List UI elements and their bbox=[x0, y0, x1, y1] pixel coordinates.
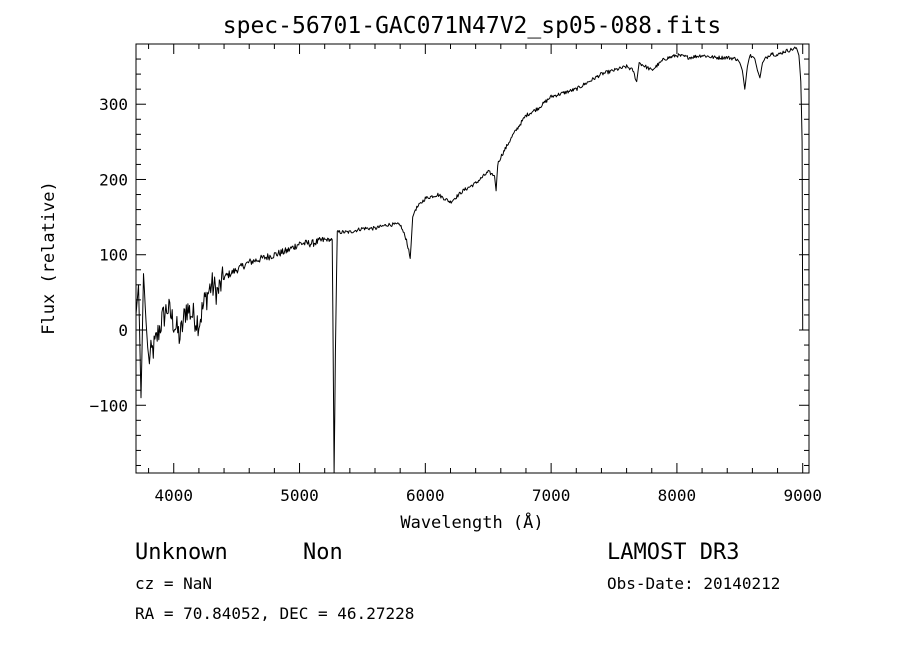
y-tick-labels: −100 0 100 200 300 bbox=[89, 95, 128, 415]
object-subclass: Non bbox=[303, 540, 343, 565]
x-tick-label: 8000 bbox=[658, 486, 697, 505]
obs-date-text: Obs-Date: 20140212 bbox=[607, 574, 780, 593]
x-tick-label: 6000 bbox=[406, 486, 445, 505]
x-tick-label: 5000 bbox=[280, 486, 319, 505]
coords-text: RA = 70.84052, DEC = 46.27228 bbox=[135, 604, 414, 623]
y-tick-label: 200 bbox=[99, 170, 128, 189]
survey-name: LAMOST DR3 bbox=[607, 540, 739, 565]
y-tick-label: 100 bbox=[99, 246, 128, 265]
x-axis-label: Wavelength (Å) bbox=[400, 511, 543, 533]
y-tick-label: −100 bbox=[89, 396, 128, 415]
x-tick-label: 4000 bbox=[154, 486, 193, 505]
x-tick-label: 9000 bbox=[783, 486, 822, 505]
y-tick-label: 300 bbox=[99, 95, 128, 114]
redshift-text: cz = NaN bbox=[135, 574, 212, 593]
plot-frame bbox=[135, 43, 810, 474]
x-tick-label: 7000 bbox=[532, 486, 571, 505]
chart-title: spec-56701-GAC071N47V2_sp05-088.fits bbox=[223, 13, 722, 39]
axis-ticks bbox=[136, 43, 809, 473]
y-axis-label: Flux (relative) bbox=[39, 181, 59, 335]
y-tick-label: 0 bbox=[118, 321, 128, 340]
x-tick-labels: 4000 5000 6000 7000 8000 9000 bbox=[154, 486, 822, 505]
object-class: Unknown bbox=[135, 540, 228, 565]
spectrum-line bbox=[135, 46, 804, 474]
